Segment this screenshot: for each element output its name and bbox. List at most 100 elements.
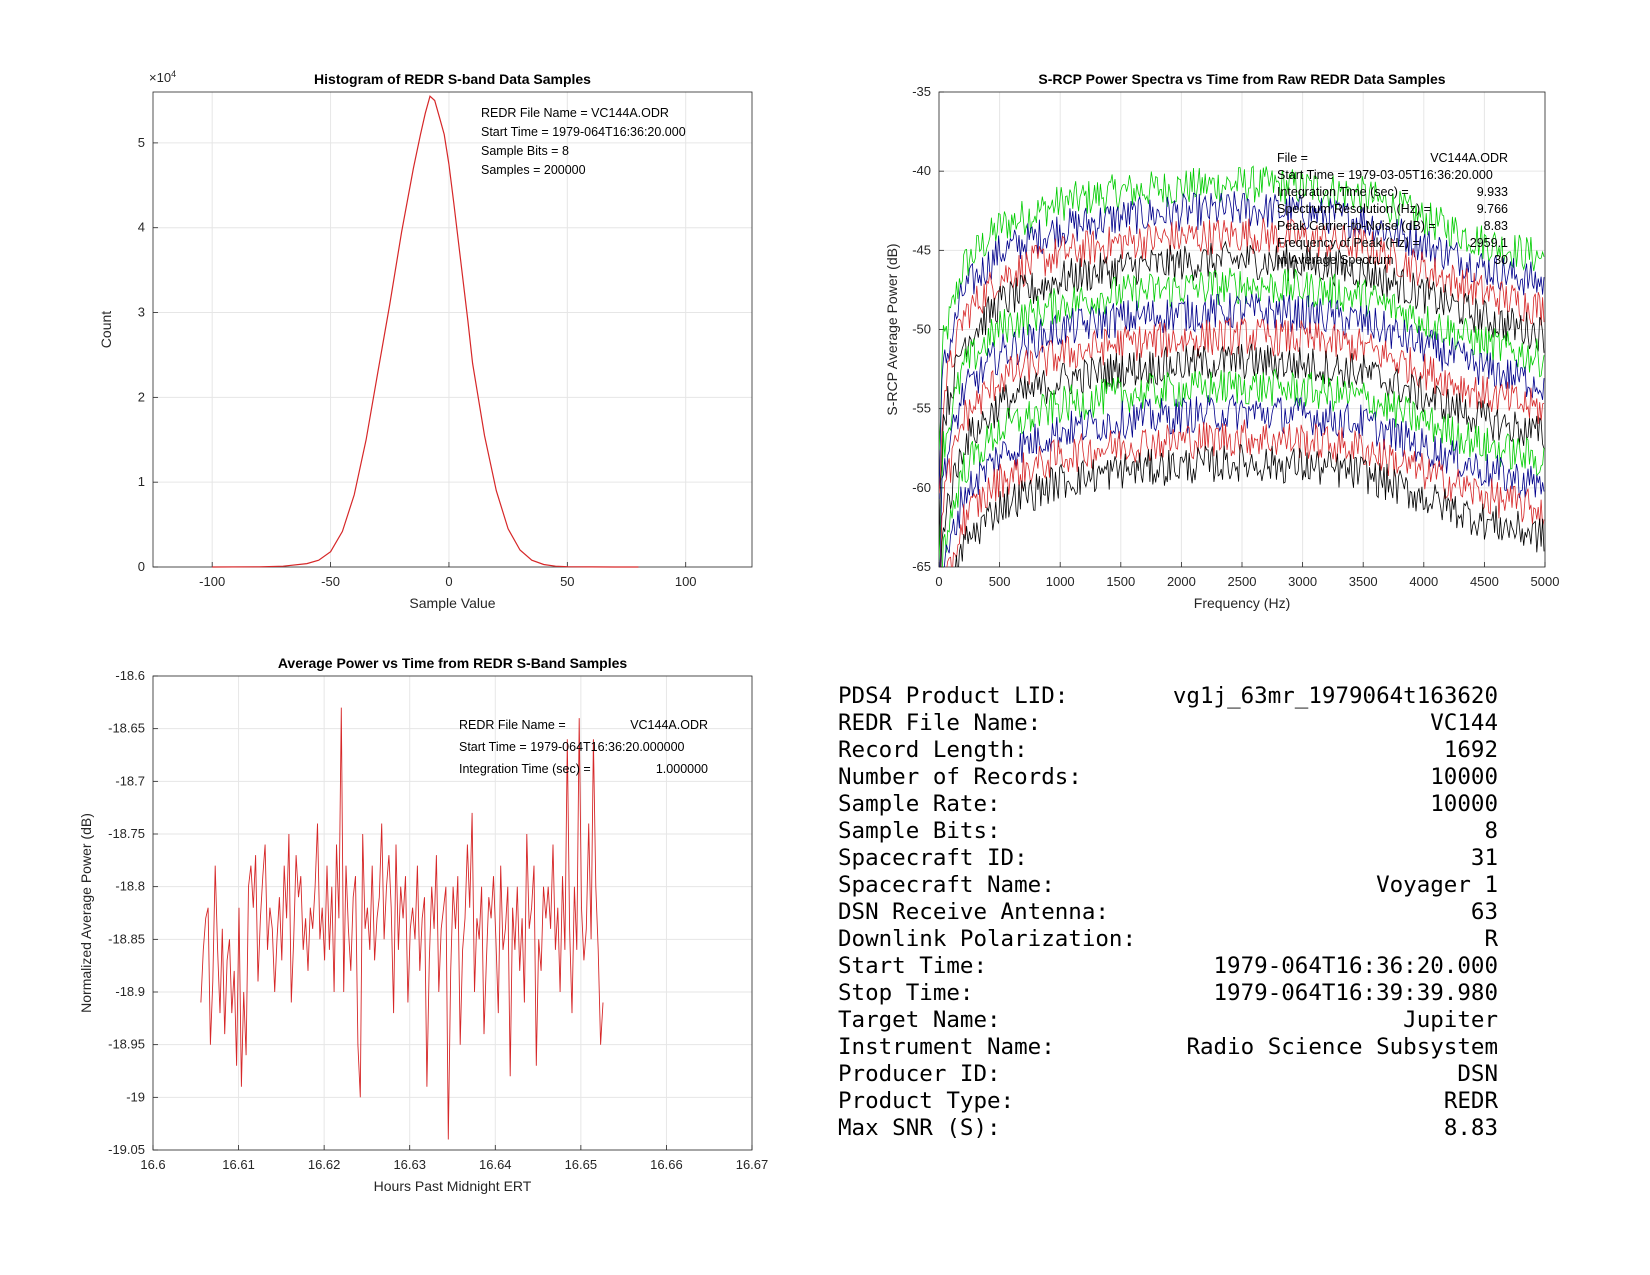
avgpower-chart: 16.6 16.61 16.62 16.63 16.64 16.65 16.66 16.67 -… xyxy=(78,655,768,1194)
histogram-tick-label-y: 0 xyxy=(138,559,145,574)
spectra-tick-label-x: 1500 xyxy=(1106,574,1135,589)
info-value: Radio Science Subsystem xyxy=(1186,1034,1498,1060)
info-row: Producer ID: DSN xyxy=(838,1061,1498,1088)
info-label: Record Length: xyxy=(838,737,1028,763)
info-row: Instrument Name: Radio Science Subsystem xyxy=(838,1034,1498,1061)
info-label: PDS4 Product LID: xyxy=(838,683,1069,709)
spectra-series-line xyxy=(939,292,1545,567)
spectra-series-line xyxy=(939,240,1545,551)
histogram-tick-label-x: -100 xyxy=(199,574,225,589)
spectra-annotation-label: In Average Spectrum xyxy=(1277,253,1394,267)
info-value: 31 xyxy=(1470,845,1498,871)
info-row: Max SNR (S): 8.83 xyxy=(838,1115,1498,1142)
spectra-tick-label-x: 4000 xyxy=(1409,574,1438,589)
info-value: 8.83 xyxy=(1443,1115,1498,1141)
spectra-annotation-label: Start Time = 1979-03-05T16:36:20.000 xyxy=(1277,168,1493,182)
info-label: Target Name: xyxy=(838,1007,1001,1033)
info-row: Record Length: 1692 xyxy=(838,737,1498,764)
avgpower-tick-label-y: -19 xyxy=(126,1089,145,1104)
histogram-tick-label-x: 0 xyxy=(445,574,452,589)
info-value: 8 xyxy=(1484,818,1498,844)
avgpower-annotation-value: 1.000000 xyxy=(656,762,708,776)
spectra-annotation-value: VC144A.ODR xyxy=(1430,151,1508,165)
info-label: Stop Time: xyxy=(838,980,974,1006)
info-label: Sample Bits: xyxy=(838,818,1001,844)
spectra-tick-label-y: -40 xyxy=(912,163,931,178)
histogram-tick-label-x: -50 xyxy=(321,574,340,589)
info-row: Spacecraft ID: 31 xyxy=(838,845,1498,872)
spectra-chart: 0 500 1000 1500 2000 2500 3000 3500 4000 4500 5000… xyxy=(884,71,1560,611)
info-row: REDR File Name: VC144 xyxy=(838,710,1498,737)
info-value: Jupiter xyxy=(1403,1007,1498,1033)
spectra-series-line xyxy=(940,343,1545,567)
info-label: Number of Records: xyxy=(838,764,1082,790)
histogram-annotation: REDR File Name = VC144A.ODR xyxy=(481,106,669,120)
info-label: Producer ID: xyxy=(838,1061,1001,1087)
spectra-series-line xyxy=(939,217,1545,494)
info-label: Max SNR (S): xyxy=(838,1115,1001,1141)
avgpower-tick-label-y: -19.05 xyxy=(108,1142,145,1157)
avgpower-tick-label-y: -18.95 xyxy=(108,1037,145,1052)
spectra-tick-label-x: 4500 xyxy=(1470,574,1499,589)
info-value: REDR xyxy=(1443,1088,1498,1114)
spectra-tick-label-y: -65 xyxy=(912,559,931,574)
spectra-annotation-value: 9.766 xyxy=(1477,202,1508,216)
info-row: Number of Records: 10000 xyxy=(838,764,1498,791)
avgpower-tick-label-y: -18.75 xyxy=(108,826,145,841)
histogram-annotation: Samples = 200000 xyxy=(481,163,586,177)
avgpower-annotation-value: VC144A.ODR xyxy=(630,718,708,732)
info-value: 1979-064T16:39:39.980 xyxy=(1213,980,1498,1006)
avgpower-tick-label-y: -18.8 xyxy=(115,879,145,894)
spectra-tick-label-x: 1000 xyxy=(1046,574,1075,589)
spectra-tick-label-x: 3500 xyxy=(1349,574,1378,589)
avgpower-tick-label-y: -18.9 xyxy=(115,984,145,999)
histogram-y-exponent: ×104 xyxy=(149,69,176,85)
info-label: REDR File Name: xyxy=(838,710,1042,736)
histogram-tick-label-y: 2 xyxy=(138,389,145,404)
avgpower-tick-label-x: 16.64 xyxy=(479,1157,512,1172)
avgpower-ylabel: Normalized Average Power (dB) xyxy=(78,813,94,1013)
info-label: DSN Receive Antenna: xyxy=(838,899,1109,925)
avgpower-tick-label-x: 16.6 xyxy=(140,1157,165,1172)
spectra-tick-label-x: 5000 xyxy=(1531,574,1560,589)
spectra-series-group xyxy=(939,165,1545,567)
avgpower-tick-label-y: -18.6 xyxy=(115,668,145,683)
spectra-series-line xyxy=(955,444,1545,567)
spectra-annotation-label: Frequency of Peak (Hz) = xyxy=(1277,236,1420,250)
histogram-xlabel: Sample Value xyxy=(409,595,495,611)
spectra-ylabel: S-RCP Average Power (dB) xyxy=(884,243,900,415)
spectra-tick-label-y: -60 xyxy=(912,480,931,495)
info-label: Instrument Name: xyxy=(838,1034,1055,1060)
spectra-tick-label-x: 2000 xyxy=(1167,574,1196,589)
avgpower-series-line xyxy=(200,707,604,1140)
avgpower-tick-label-y: -18.7 xyxy=(115,773,145,788)
spectra-annotation-label: File = xyxy=(1277,151,1308,165)
spectra-series-line xyxy=(943,393,1545,567)
avgpower-annotation-label: Integration Time (sec) = xyxy=(459,762,591,776)
histogram-tick-label-y: 1 xyxy=(138,474,145,489)
info-row: Sample Rate: 10000 xyxy=(838,791,1498,818)
spectra-tick-label-x: 2500 xyxy=(1228,574,1257,589)
spectra-annotation-value: 2959.1 xyxy=(1470,236,1508,250)
avgpower-tick-label-x: 16.63 xyxy=(393,1157,426,1172)
info-row: Downlink Polarization: R xyxy=(838,926,1498,953)
spectra-annotation-label: Integration Time (sec) = xyxy=(1277,185,1409,199)
info-value: 1692 xyxy=(1443,737,1498,763)
spectra-annotation-value: 30 xyxy=(1494,253,1508,267)
spectra-series-line xyxy=(939,191,1545,500)
spectra-annotation-value: 9.933 xyxy=(1477,185,1508,199)
info-label: Sample Rate: xyxy=(838,791,1001,817)
histogram-annotation: Start Time = 1979-064T16:36:20.000 xyxy=(481,125,686,139)
spectra-tick-label-y: -45 xyxy=(912,242,931,257)
avgpower-frame xyxy=(152,675,753,1151)
histogram-frame xyxy=(152,91,753,568)
product-info-table: PDS4 Product LID: vg1j_63mr_1979064t16362… xyxy=(838,683,1498,1142)
info-value: R xyxy=(1484,926,1498,952)
avgpower-xlabel: Hours Past Midnight ERT xyxy=(374,1178,532,1194)
spectra-series-line xyxy=(939,165,1545,451)
spectra-tick-label-y: -50 xyxy=(912,322,931,337)
avgpower-annotation-label: REDR File Name = xyxy=(459,718,566,732)
avgpower-tick-label-x: 16.61 xyxy=(222,1157,255,1172)
info-value: vg1j_63mr_1979064t163620 xyxy=(1172,683,1498,709)
